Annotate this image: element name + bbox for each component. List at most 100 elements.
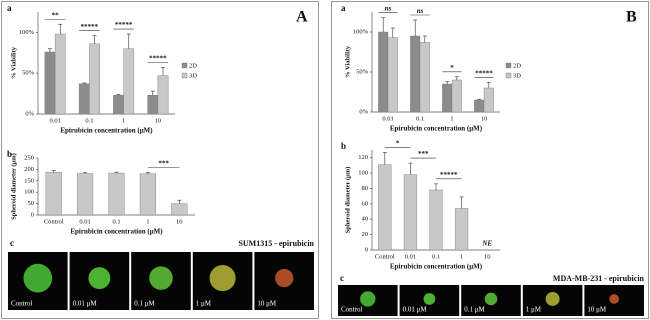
- bar: [410, 35, 421, 113]
- bar: [147, 95, 159, 115]
- significance-label: ns: [385, 5, 392, 13]
- y-tick-label: 0: [31, 211, 34, 218]
- significance-label: *****: [440, 171, 458, 179]
- bar: [157, 75, 169, 115]
- strip-title: SUM1315 - epirubicin: [238, 239, 314, 248]
- y-tick-label: 100: [358, 170, 368, 177]
- panel-label: a: [341, 3, 346, 13]
- spheroid: [23, 263, 53, 293]
- y-tick-label: 0%: [359, 108, 368, 115]
- x-tick-label: 0.1: [85, 117, 93, 124]
- significance-label: *****: [81, 23, 99, 31]
- x-tick-label: 0.01: [405, 253, 416, 260]
- spheroid: [275, 268, 294, 288]
- x-axis-label: Epirubicin concentration (μM): [390, 263, 483, 271]
- x-tick-label: 0.1: [112, 218, 120, 225]
- legend-label: 3D: [513, 72, 521, 79]
- value-label: NE: [481, 240, 492, 248]
- micrograph-label: Control: [11, 300, 32, 308]
- x-tick-label: 1: [450, 115, 453, 122]
- micrograph-label: 1 μM: [196, 300, 212, 308]
- spheroid: [609, 294, 620, 304]
- micrograph-label: Control: [341, 306, 362, 314]
- significance-label: *****: [115, 21, 133, 29]
- panel-letter: B: [626, 9, 637, 26]
- significance-label: ns: [417, 7, 424, 15]
- y-tick-label: 100%: [353, 28, 369, 35]
- bar: [89, 43, 100, 115]
- spheroid: [484, 292, 498, 306]
- y-axis-label: % Viability: [344, 45, 351, 78]
- legend-swatch: [181, 62, 188, 69]
- x-axis-label: Epirubicin concentration (μM): [70, 228, 163, 236]
- micrograph-label: 0.1 μM: [134, 300, 155, 308]
- legend-label: 3D: [189, 72, 197, 79]
- bar: [378, 164, 392, 251]
- y-tick-label: 40: [362, 216, 369, 223]
- y-tick-label: 100: [24, 189, 34, 196]
- x-tick-label: 10: [176, 218, 183, 225]
- bar: [45, 171, 62, 216]
- y-tick-label: 50%: [22, 70, 35, 77]
- x-tick-label: 1: [460, 253, 463, 260]
- panel-label: b: [7, 149, 12, 159]
- bar: [442, 83, 453, 113]
- x-tick-label: 0.1: [432, 253, 440, 260]
- y-tick-label: 100%: [19, 29, 35, 36]
- significance-label: *****: [475, 70, 493, 78]
- legend-swatch: [181, 72, 188, 79]
- bar: [387, 37, 398, 113]
- micrograph-label: 10 μM: [587, 306, 607, 314]
- significance-label: ***: [418, 150, 429, 158]
- x-tick-label: 1: [146, 218, 149, 225]
- spheroid: [423, 293, 436, 305]
- y-tick-label: 0%: [25, 110, 34, 117]
- x-tick-label: 10: [155, 117, 162, 124]
- bar: [403, 174, 418, 251]
- bar: [455, 208, 469, 251]
- legend-swatch: [505, 72, 512, 79]
- y-tick-label: 120: [358, 154, 368, 161]
- panel-label: c: [340, 273, 344, 283]
- bar: [429, 189, 443, 251]
- bar: [419, 42, 430, 113]
- bar: [44, 51, 56, 115]
- bar: [451, 79, 462, 113]
- bar: [171, 203, 188, 216]
- y-axis-label: Spheroid diameter (μm): [10, 153, 17, 220]
- x-tick-label: 0.01: [382, 115, 393, 122]
- y-axis-label: % Viability: [10, 46, 17, 79]
- y-tick-label: 50%: [356, 68, 369, 75]
- panel-frame: [331, 1, 649, 319]
- bar: [113, 95, 124, 115]
- bar: [483, 87, 494, 113]
- spheroid: [88, 267, 111, 290]
- bar: [474, 99, 485, 113]
- y-axis-label: Spheroid diameter (μm): [344, 167, 351, 234]
- spheroid: [209, 265, 236, 292]
- bar: [123, 48, 135, 115]
- x-axis-label: Epirubicin concentration (μM): [390, 125, 483, 133]
- x-tick-label: Control: [375, 253, 395, 260]
- legend-label: 2D: [513, 62, 521, 69]
- x-tick-label: 0.01: [49, 117, 60, 124]
- panel-label: b: [341, 141, 346, 151]
- x-tick-label: 1: [122, 117, 125, 124]
- panel-label: c: [10, 238, 14, 248]
- y-tick-label: 20: [362, 231, 369, 238]
- bar: [108, 172, 125, 216]
- significance-label: *: [450, 64, 454, 72]
- y-tick-label: 150: [24, 177, 34, 184]
- y-tick-label: 50: [28, 200, 35, 207]
- x-tick-label: 0.1: [416, 115, 424, 122]
- bar: [78, 83, 90, 115]
- micrograph-label: 10 μM: [257, 300, 277, 308]
- x-tick-label: Control: [44, 218, 64, 225]
- y-tick-label: 80: [362, 185, 369, 192]
- panel-letter: A: [296, 9, 308, 26]
- y-tick-label: 60: [362, 200, 369, 207]
- x-axis-label: Epirubicin concentration (μM): [60, 127, 153, 135]
- panel-label: a: [7, 3, 12, 13]
- bar: [54, 33, 66, 115]
- micrograph-label: 0.1 μM: [464, 306, 485, 314]
